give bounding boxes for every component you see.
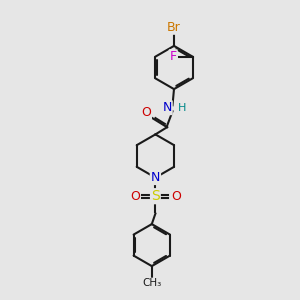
Text: O: O xyxy=(130,190,140,203)
Text: Br: Br xyxy=(167,21,181,34)
Text: O: O xyxy=(141,106,151,119)
Text: N: N xyxy=(151,171,160,184)
Text: H: H xyxy=(178,103,186,113)
Text: O: O xyxy=(171,190,181,203)
Text: S: S xyxy=(151,189,160,203)
Text: CH₃: CH₃ xyxy=(143,278,162,289)
Text: F: F xyxy=(169,50,177,63)
Text: N: N xyxy=(162,101,172,114)
